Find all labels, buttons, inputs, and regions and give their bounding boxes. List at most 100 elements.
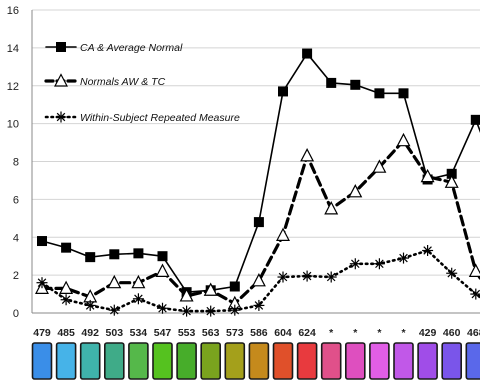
y-tick-label: 4 — [13, 232, 19, 244]
y-tick-label: 12 — [7, 81, 19, 93]
y-tick-label: 14 — [7, 43, 19, 55]
data-point — [325, 271, 337, 283]
data-point — [372, 159, 387, 173]
color-swatch — [224, 342, 246, 380]
x-tick-label: * — [377, 327, 382, 339]
data-point — [229, 304, 241, 316]
color-swatch — [152, 342, 173, 380]
data-point — [398, 252, 409, 264]
y-tick-label: 16 — [7, 5, 19, 17]
color-swatch — [417, 342, 438, 380]
color-swatch — [344, 342, 366, 380]
x-tick-label: 429 — [419, 327, 437, 339]
y-tick-label: 10 — [7, 119, 19, 131]
y-tick-label: 8 — [13, 157, 19, 169]
color-swatches — [31, 342, 480, 380]
x-tick-label: * — [353, 327, 358, 339]
series-line — [40, 249, 480, 313]
data-point — [470, 114, 480, 125]
data-point — [446, 267, 458, 279]
color-swatch — [31, 342, 53, 380]
x-tick-label: 553 — [178, 327, 196, 339]
data-point — [36, 277, 48, 289]
x-tick-label: 485 — [57, 327, 75, 339]
data-point — [398, 88, 409, 99]
data-point — [324, 201, 339, 215]
data-point — [444, 174, 459, 188]
color-swatch — [248, 342, 270, 380]
data-point — [157, 302, 168, 314]
data-point — [276, 227, 290, 241]
data-point — [468, 263, 480, 277]
color-swatch — [393, 342, 414, 380]
legend-label: Normals AW & TC — [80, 76, 166, 88]
legend-entry: Within-Subject Repeated Measure — [44, 111, 240, 124]
x-axis-ticks: 479 485 492 503 534 547 553 563 573 586 604 624 * * * *… — [33, 327, 480, 339]
data-point — [446, 168, 457, 179]
data-point — [60, 294, 72, 306]
data-point — [133, 248, 144, 259]
color-swatch — [369, 342, 390, 380]
data-point — [326, 77, 337, 88]
data-series — [35, 48, 480, 317]
data-point — [301, 270, 313, 282]
data-point — [348, 184, 363, 198]
color-swatch — [55, 342, 77, 380]
axes — [31, 10, 480, 314]
data-point — [108, 304, 120, 316]
color-swatch — [320, 342, 342, 380]
series-line — [41, 52, 480, 293]
data-point — [470, 288, 480, 300]
x-tick-label: 563 — [202, 327, 220, 339]
color-swatch — [200, 342, 221, 380]
color-swatch — [79, 342, 101, 380]
legend-marker — [56, 42, 66, 52]
x-tick-label: 604 — [274, 327, 292, 339]
legend-label: Within-Subject Repeated Measure — [80, 112, 240, 124]
data-point — [278, 86, 288, 97]
data-point — [131, 274, 146, 289]
data-point — [107, 274, 122, 289]
data-point — [203, 282, 218, 296]
data-point — [374, 88, 385, 99]
data-point — [179, 288, 194, 302]
legend-marker — [54, 73, 68, 87]
y-tick-label: 0 — [13, 308, 19, 320]
x-tick-label: 468 — [467, 327, 480, 339]
data-point — [59, 280, 74, 294]
data-point — [302, 48, 313, 59]
data-point — [155, 263, 170, 277]
data-point — [132, 293, 144, 305]
data-point — [61, 242, 72, 253]
data-point — [109, 249, 120, 260]
data-point — [229, 281, 240, 292]
x-tick-label: 624 — [298, 327, 316, 339]
data-point — [349, 258, 361, 270]
x-tick-label: 460 — [443, 327, 461, 339]
color-swatch — [128, 342, 149, 380]
color-swatch — [465, 342, 480, 380]
data-point — [205, 305, 217, 317]
data-point — [251, 273, 266, 287]
color-swatch — [104, 342, 125, 380]
legend-entry: Normals AW & TC — [44, 73, 166, 88]
data-point — [422, 245, 434, 257]
data-point — [396, 132, 411, 147]
y-tick-label: 6 — [13, 194, 19, 206]
color-swatch — [272, 342, 294, 380]
data-point — [300, 148, 315, 162]
data-point — [350, 79, 361, 90]
x-tick-label: * — [329, 327, 334, 339]
x-tick-label: 586 — [250, 327, 268, 339]
data-point — [253, 299, 265, 311]
x-tick-label: 534 — [130, 327, 148, 339]
color-swatch — [441, 342, 463, 380]
legend-entry: CA & Average Normal — [45, 42, 183, 54]
data-point — [181, 305, 193, 317]
x-tick-label: 492 — [81, 327, 99, 339]
legend: CA & Average Normal Normals AW & TC Within… — [44, 42, 240, 124]
series-2 — [35, 132, 480, 310]
x-tick-label: 479 — [33, 327, 51, 339]
y-axis-ticks: 0 2 4 6 8 10 12 14 16 — [7, 5, 19, 320]
x-tick-label: 547 — [154, 327, 172, 339]
